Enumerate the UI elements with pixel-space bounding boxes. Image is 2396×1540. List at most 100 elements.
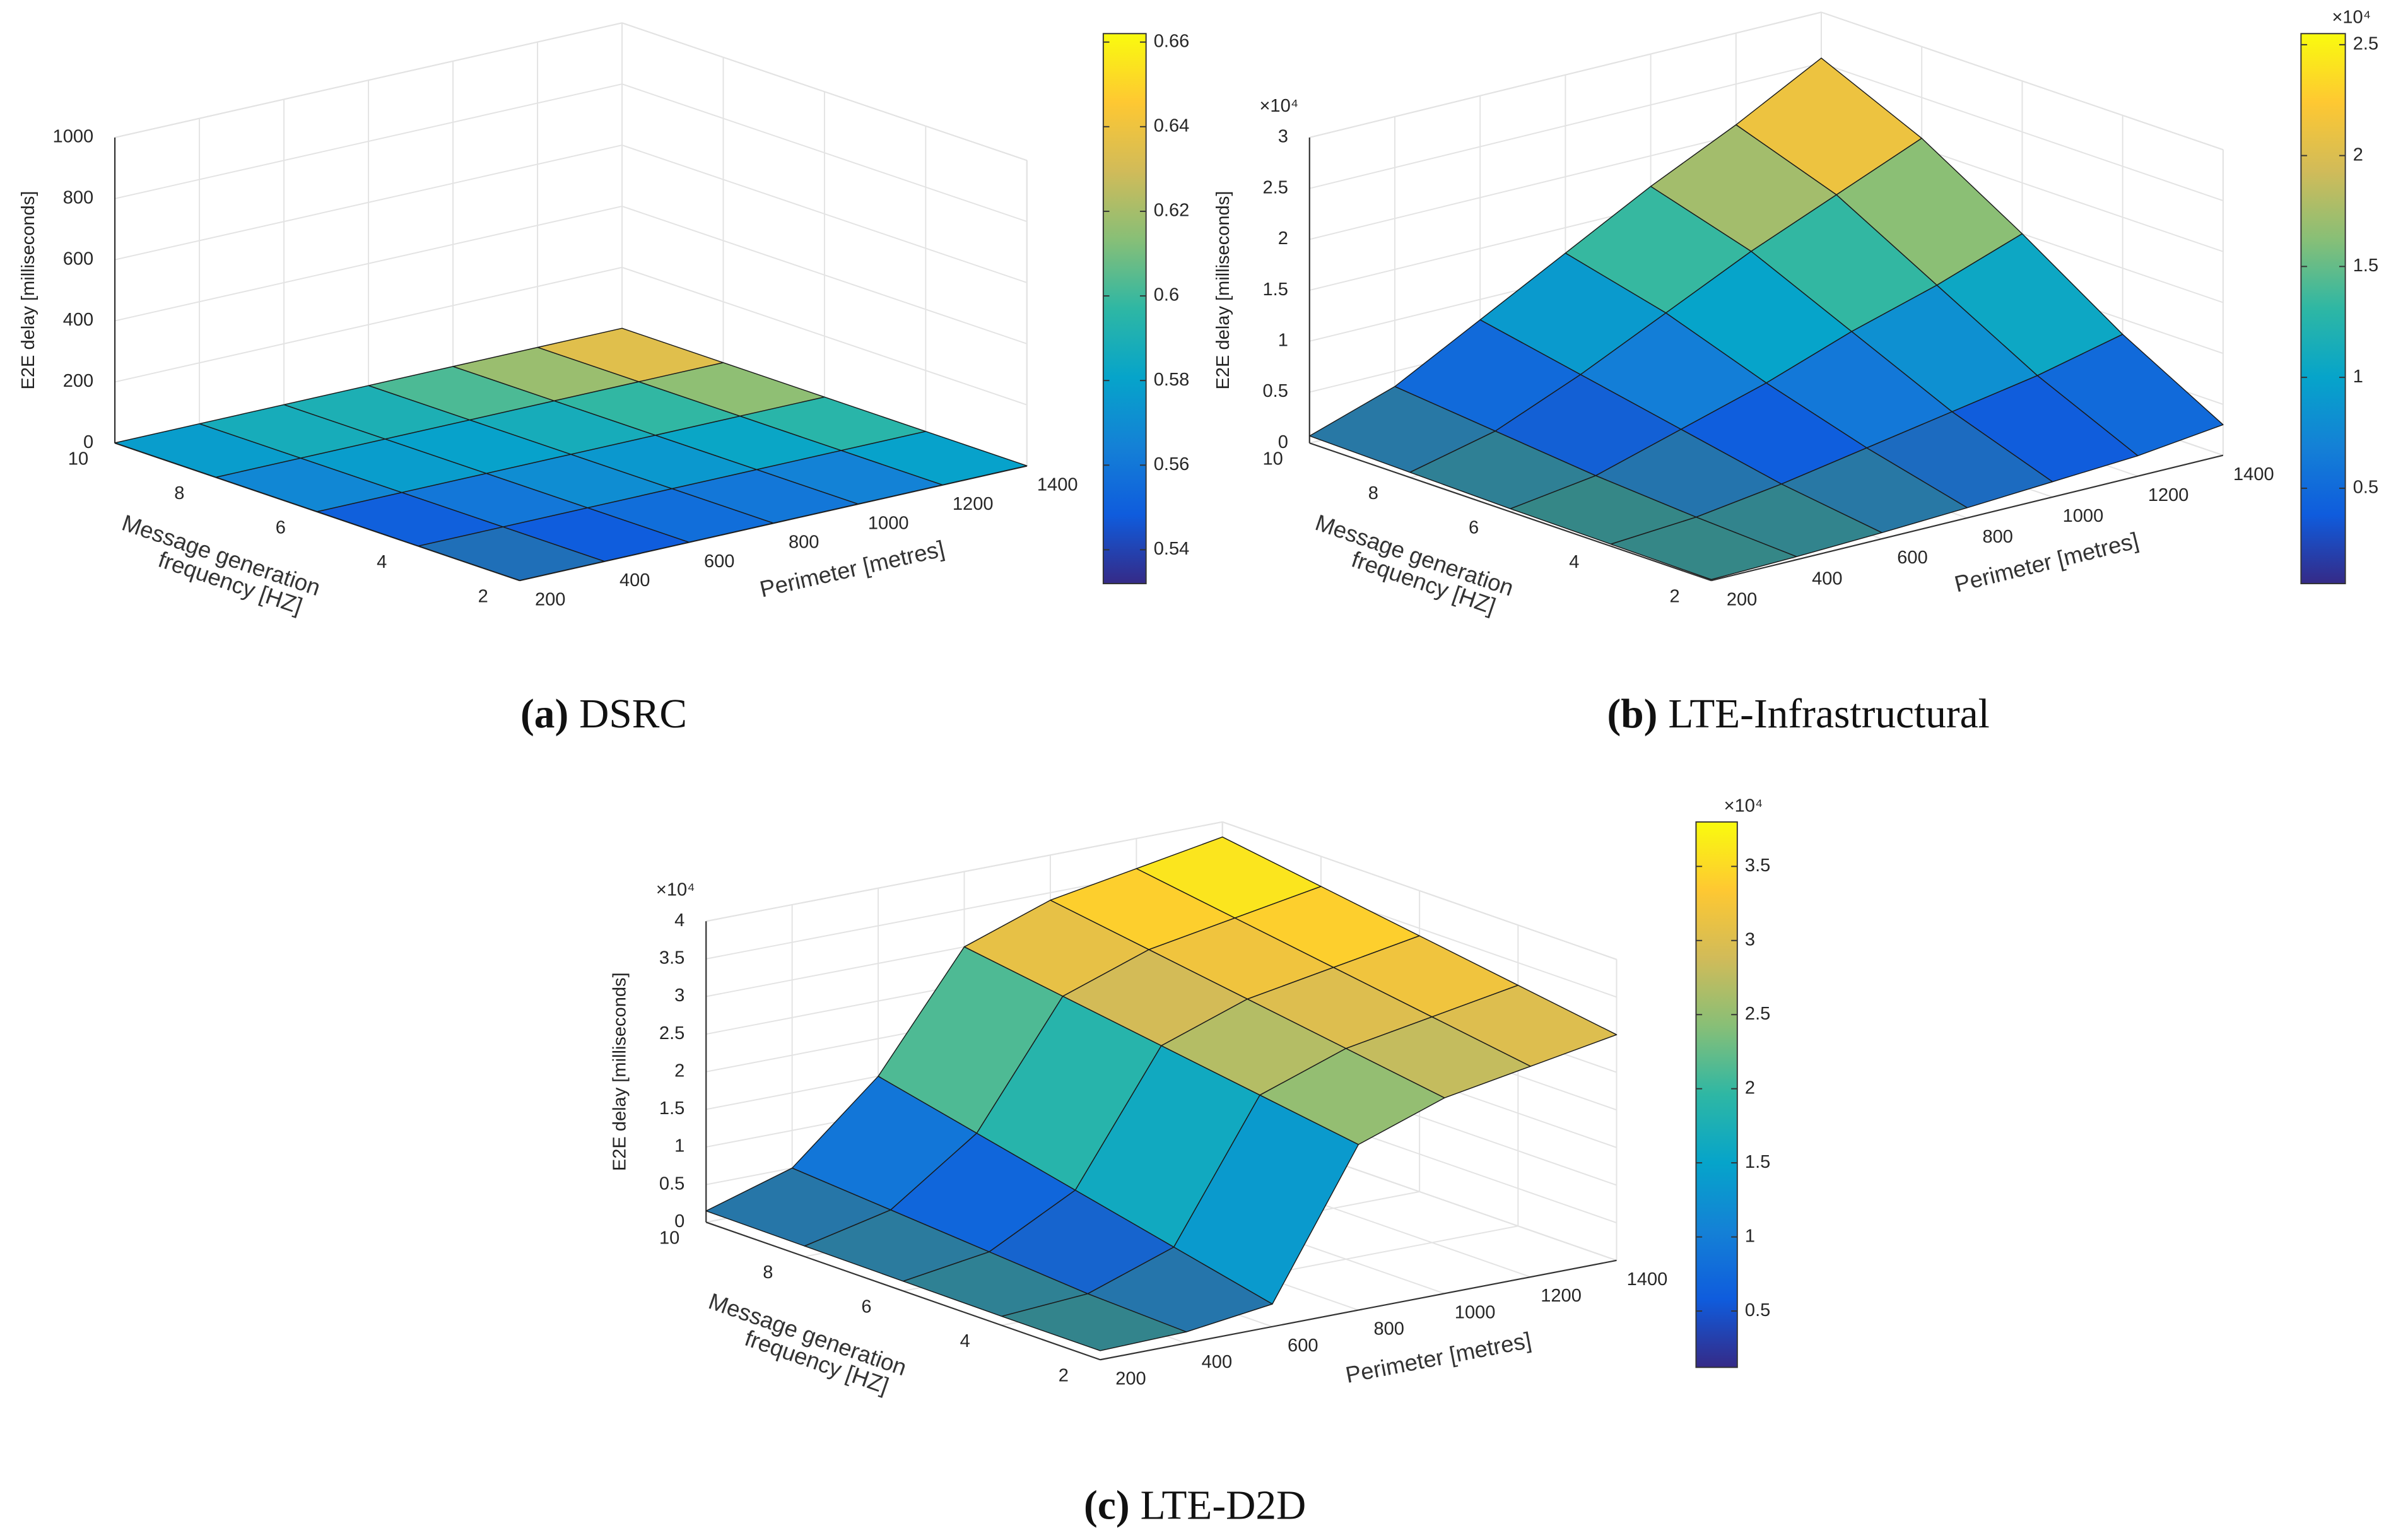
grid-line [621,206,1028,344]
grid-line [1309,11,1822,138]
x-tick-label: 1400 [1037,475,1078,495]
colorbar [1102,33,1147,585]
colorbar-tick-label: 2 [2353,144,2363,165]
grid-line [114,266,623,383]
x-axis-label: Perimeter [metres] [1343,1327,1533,1388]
z-tick-label: 4 [674,910,684,931]
y-tick-label: 2 [1669,587,1679,607]
x-tick-label: 400 [620,570,650,591]
y-axis [1309,442,1712,582]
caption-text: DSRC [579,691,687,737]
y-tick-label: 10 [1263,449,1283,469]
colorbar-tick-label: 1.5 [2353,256,2378,276]
surface-plot: 200 400 600 800 1000 1200 1400 2 4 6 8 100 0.5 1 1.5 2 2… [609,796,1770,1528]
x-tick-label: 400 [1812,568,1842,589]
x-tick-label: 800 [1373,1319,1404,1339]
grid-line [621,144,1028,283]
y-tick-label: 6 [276,518,286,538]
z-tick-label: 1 [1278,331,1288,351]
grid-line [1821,62,2224,201]
colorbar-tick-label: 0.5 [2353,478,2378,498]
z-tick-label: 0 [674,1211,684,1231]
colorbar-exponent: ×10⁴ [2332,8,2371,28]
x-tick-label: 1000 [2063,506,2104,526]
z-axis-label: E2E delay [milliseconds] [1213,191,1233,390]
z-tick-label: 1 [674,1136,684,1156]
z-tick-label: 2.5 [659,1023,684,1043]
y-tick-label: 2 [1059,1366,1069,1386]
caption-text: LTE-D2D [1141,1483,1307,1529]
z-axis-label: E2E delay [milliseconds] [18,191,38,390]
colorbar-tick-label: 0.6 [1154,285,1179,305]
x-tick-label: 400 [1202,1352,1232,1372]
colorbar [1695,821,1738,1368]
y-tick-label: 8 [763,1262,773,1283]
grid-line [1821,11,2224,151]
caption: (a) DSRC [520,691,687,737]
x-tick-label: 200 [1115,1368,1146,1389]
z-exponent: ×10⁴ [1259,96,1298,116]
z-axis-label: E2E delay [milliseconds] [609,972,630,1171]
surface-cell [418,526,605,581]
colorbar-tick-label: 0.54 [1154,539,1190,559]
surface-plot: 200 400 600 800 1000 1200 1400 2 4 6 8 100 0.5 1 1.5 2 2… [1213,8,2378,737]
z-tick-label: 3.5 [659,948,684,968]
y-tick-label: 10 [659,1228,679,1249]
x-tick-label: 1200 [2148,485,2189,505]
z-tick-label: 1000 [53,127,94,147]
x-tick-label: 1400 [1627,1269,1668,1290]
y-tick-label: 4 [1569,552,1579,572]
z-tick-label: 2 [674,1061,684,1081]
caption-text: LTE-Infrastructural [1668,691,1989,737]
grid-line [706,821,1223,922]
y-tick-label: 4 [960,1331,970,1351]
colorbar [2300,33,2346,585]
x-tick-label: 1000 [1455,1302,1496,1322]
colorbar-tick-label: 1.5 [1745,1152,1770,1172]
colorbar-tick-label: 3 [1745,929,1755,949]
x-axis-label: Perimeter [metres] [1952,527,2141,597]
colorbar-tick-label: 2.5 [2353,34,2378,54]
y-axis [705,1221,1101,1361]
y-tick-label: 8 [174,483,184,503]
x-axis [1100,1259,1617,1361]
y-tick-label: 2 [478,587,488,607]
z-tick-label: 400 [63,310,93,330]
caption: (c) LTE-D2D [1084,1483,1306,1529]
y-tick-label: 10 [68,449,88,469]
y-tick-label: 6 [1469,518,1479,538]
colorbar-tick-label: 2 [1745,1078,1755,1098]
z-tick-label: 2 [1278,228,1288,249]
y-tick-label: 4 [377,552,387,572]
x-tick-label: 1200 [953,494,994,514]
z-tick-label: 800 [63,187,93,208]
x-tick-label: 200 [1727,589,1757,609]
colorbar-tick-label: 0.62 [1154,201,1190,221]
x-tick-label: 800 [1982,527,2012,547]
z-tick-label: 0 [1278,432,1288,452]
x-tick-label: 1400 [2233,464,2274,485]
colorbar-exponent: ×10⁴ [1724,796,1763,816]
colorbar-tick-label: 0.56 [1154,454,1190,474]
x-tick-label: 200 [535,589,565,609]
z-tick-label: 0 [83,432,93,452]
grid-line [621,83,1028,223]
colorbar-tick-label: 0.64 [1154,115,1190,136]
x-tick-label: 600 [704,551,734,572]
colorbar-tick-label: 0.5 [1745,1300,1770,1320]
colorbar-tick-label: 0.66 [1154,31,1190,51]
caption-label: (a) [520,691,568,737]
grid-line [621,22,1028,162]
colorbar-tick-label: 0.58 [1154,370,1190,390]
x-axis [1711,454,2224,582]
z-tick-label: 0.5 [1262,381,1288,401]
grid-line [114,22,623,138]
caption: (b) LTE-Infrastructural [1607,691,1990,737]
z-tick-label: 0.5 [659,1173,684,1194]
z-exponent: ×10⁴ [656,879,695,900]
z-tick-label: 600 [63,249,93,269]
colorbar-tick-label: 1 [1745,1226,1755,1246]
grid-line [114,144,623,261]
x-tick-label: 1000 [868,513,909,533]
